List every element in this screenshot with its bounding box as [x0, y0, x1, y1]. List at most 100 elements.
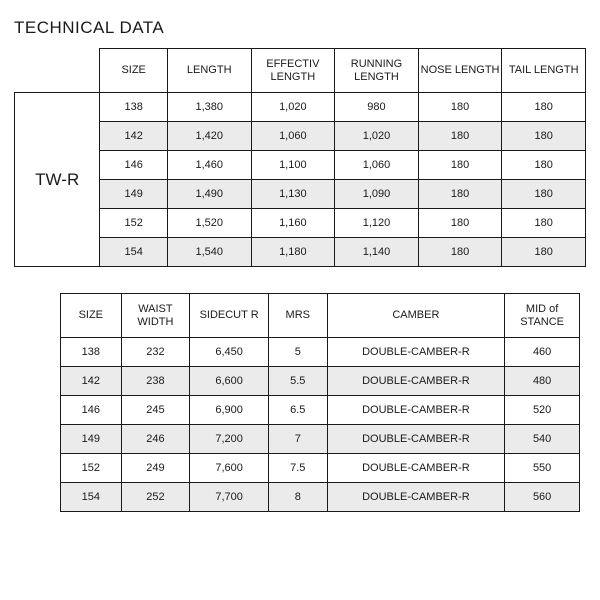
table-row: 142 238 6,600 5.5 DOUBLE-CAMBER-R 480: [61, 367, 580, 396]
cell: 1,020: [251, 93, 335, 122]
t2-col-waist: WAIST WIDTH: [121, 294, 190, 338]
table-row: 146 1,460 1,100 1,060 180 180: [15, 151, 586, 180]
cell: 180: [502, 93, 586, 122]
cell: 252: [121, 483, 190, 512]
table-row: 154 252 7,700 8 DOUBLE-CAMBER-R 560: [61, 483, 580, 512]
cell: 1,460: [167, 151, 251, 180]
table1-header-row: SIZE LENGTH EFFECTIV LENGTH RUNNING LENG…: [15, 49, 586, 93]
table-row: 152 1,520 1,160 1,120 180 180: [15, 209, 586, 238]
cell: 550: [505, 454, 580, 483]
cell: 154: [100, 238, 168, 267]
cell: 146: [61, 396, 122, 425]
t1-col-length: LENGTH: [167, 49, 251, 93]
cell: 154: [61, 483, 122, 512]
t1-col-size: SIZE: [100, 49, 168, 93]
t2-col-sidecut: SIDECUT R: [190, 294, 269, 338]
cell: 480: [505, 367, 580, 396]
cell: 6,600: [190, 367, 269, 396]
cell: 7.5: [268, 454, 327, 483]
cell: 6.5: [268, 396, 327, 425]
cell: 146: [100, 151, 168, 180]
cell: 142: [100, 122, 168, 151]
cell: 245: [121, 396, 190, 425]
cell: 1,540: [167, 238, 251, 267]
table-row: 152 249 7,600 7.5 DOUBLE-CAMBER-R 550: [61, 454, 580, 483]
cell: 7,200: [190, 425, 269, 454]
cell: 1,020: [335, 122, 419, 151]
tech-data-table-1: SIZE LENGTH EFFECTIV LENGTH RUNNING LENG…: [14, 48, 586, 267]
cell: 152: [100, 209, 168, 238]
cell: 180: [502, 238, 586, 267]
cell: 180: [418, 151, 502, 180]
cell: 1,420: [167, 122, 251, 151]
cell: 149: [61, 425, 122, 454]
cell: 180: [418, 180, 502, 209]
table-row: 146 245 6,900 6.5 DOUBLE-CAMBER-R 520: [61, 396, 580, 425]
cell: 180: [502, 180, 586, 209]
cell: DOUBLE-CAMBER-R: [327, 454, 505, 483]
cell: 238: [121, 367, 190, 396]
tech-data-table-2: SIZE WAIST WIDTH SIDECUT R MRS CAMBER MI…: [60, 293, 580, 512]
table-row: 154 1,540 1,180 1,140 180 180: [15, 238, 586, 267]
cell: 460: [505, 338, 580, 367]
cell: 1,120: [335, 209, 419, 238]
model-label: TW-R: [15, 93, 100, 267]
t1-col-nose: NOSE LENGTH: [418, 49, 502, 93]
cell: 149: [100, 180, 168, 209]
cell: 1,060: [251, 122, 335, 151]
cell: 180: [418, 209, 502, 238]
t1-col-run: RUNNING LENGTH: [335, 49, 419, 93]
cell: 1,100: [251, 151, 335, 180]
t2-col-mrs: MRS: [268, 294, 327, 338]
cell: 1,380: [167, 93, 251, 122]
cell: 152: [61, 454, 122, 483]
cell: 5: [268, 338, 327, 367]
cell: DOUBLE-CAMBER-R: [327, 338, 505, 367]
cell: 180: [502, 122, 586, 151]
t1-col-tail: TAIL LENGTH: [502, 49, 586, 93]
cell: 7: [268, 425, 327, 454]
t2-col-mid: MID of STANCE: [505, 294, 580, 338]
cell: DOUBLE-CAMBER-R: [327, 396, 505, 425]
cell: 7,600: [190, 454, 269, 483]
cell: 520: [505, 396, 580, 425]
table-row: 149 1,490 1,130 1,090 180 180: [15, 180, 586, 209]
cell: 5.5: [268, 367, 327, 396]
cell: 180: [418, 238, 502, 267]
cell: 6,900: [190, 396, 269, 425]
blank-header: [15, 49, 100, 93]
table2-header-row: SIZE WAIST WIDTH SIDECUT R MRS CAMBER MI…: [61, 294, 580, 338]
cell: 180: [418, 122, 502, 151]
cell: 246: [121, 425, 190, 454]
table-row: 138 232 6,450 5 DOUBLE-CAMBER-R 460: [61, 338, 580, 367]
cell: 1,130: [251, 180, 335, 209]
t2-col-camber: CAMBER: [327, 294, 505, 338]
cell: 180: [418, 93, 502, 122]
cell: 1,180: [251, 238, 335, 267]
cell: 1,140: [335, 238, 419, 267]
cell: 180: [502, 151, 586, 180]
cell: DOUBLE-CAMBER-R: [327, 367, 505, 396]
cell: 232: [121, 338, 190, 367]
cell: 1,490: [167, 180, 251, 209]
cell: 1,520: [167, 209, 251, 238]
page-title: TECHNICAL DATA: [14, 18, 586, 38]
cell: 1,160: [251, 209, 335, 238]
cell: 7,700: [190, 483, 269, 512]
cell: 142: [61, 367, 122, 396]
table-row: 149 246 7,200 7 DOUBLE-CAMBER-R 540: [61, 425, 580, 454]
cell: 6,450: [190, 338, 269, 367]
cell: 180: [502, 209, 586, 238]
cell: 8: [268, 483, 327, 512]
cell: 249: [121, 454, 190, 483]
cell: DOUBLE-CAMBER-R: [327, 425, 505, 454]
cell: 138: [61, 338, 122, 367]
t1-col-eff: EFFECTIV LENGTH: [251, 49, 335, 93]
cell: 980: [335, 93, 419, 122]
table-row: TW-R 138 1,380 1,020 980 180 180: [15, 93, 586, 122]
cell: 540: [505, 425, 580, 454]
cell: 560: [505, 483, 580, 512]
cell: 1,060: [335, 151, 419, 180]
cell: 1,090: [335, 180, 419, 209]
cell: 138: [100, 93, 168, 122]
